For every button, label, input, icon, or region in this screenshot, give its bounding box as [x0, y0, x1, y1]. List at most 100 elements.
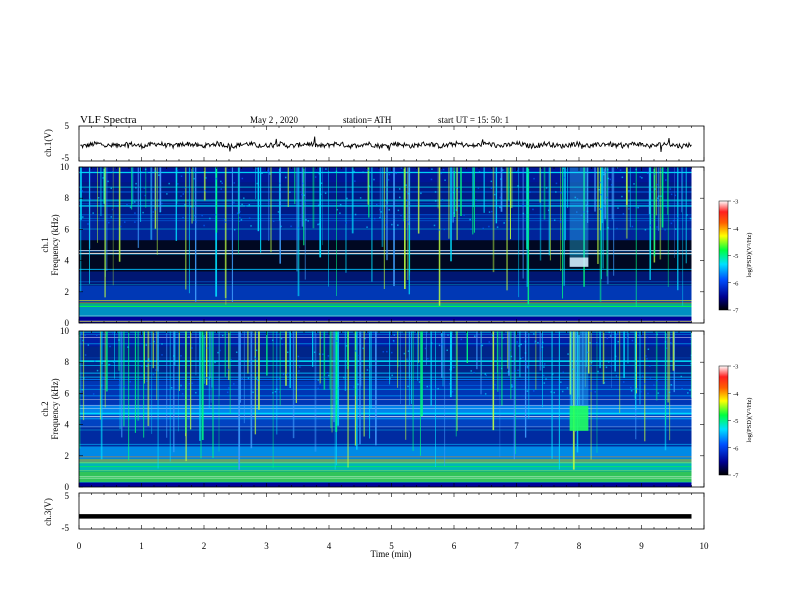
spectrogram-speckle [443, 228, 446, 231]
spectrogram-speckle [566, 387, 569, 389]
ch2-spec-ytick-label-8: 8 [65, 357, 70, 367]
spectrogram-speckle [236, 212, 239, 214]
spectrogram-speckle [214, 361, 216, 364]
spectrogram-speckle [529, 191, 531, 193]
spectrogram-speckle [635, 387, 638, 390]
spectrogram-speckle [319, 193, 322, 196]
spectrogram-speckle [314, 380, 317, 383]
spectrogram-speckle [637, 206, 639, 209]
ch1-spec-ytick-label-2: 2 [65, 287, 70, 297]
spectrogram-speckle [215, 177, 218, 180]
ch1-colorbar-tick-label--4: -4 [733, 226, 739, 233]
spectrogram-speckle [406, 358, 408, 361]
ch1-waveform-line [80, 136, 692, 152]
spectrogram-band [79, 482, 692, 487]
spectrogram-speckle [590, 390, 593, 392]
spectrogram-speckle [550, 391, 553, 393]
spectrogram-band [79, 304, 692, 317]
spectrogram-speckle [320, 336, 323, 339]
spectrogram-speckle [278, 391, 281, 393]
spectrogram-speckle [180, 195, 182, 197]
spectrogram-speckle [674, 194, 677, 197]
spectrogram-speckle [241, 177, 244, 180]
spectrogram-speckle [373, 217, 376, 220]
spectrogram-speckle [362, 347, 364, 350]
spectrogram-speckle [320, 182, 323, 185]
spectrogram-speckle [391, 374, 393, 377]
spectrogram-speckle [649, 224, 652, 227]
spectrogram-speckle [318, 353, 321, 355]
spectrogram-speckle [555, 191, 557, 193]
spectrogram-speckle [254, 357, 257, 360]
time-axis-tick-9: 9 [639, 541, 644, 551]
spectrogram-speckle [191, 347, 193, 349]
spectrogram-speckle [442, 168, 445, 171]
spectrogram-speckle [412, 331, 414, 333]
spectrogram-speckle [539, 349, 542, 352]
spectrogram-speckle [430, 342, 433, 345]
spectrogram-speckle [368, 185, 371, 187]
spectrogram-speckle [617, 340, 619, 343]
spectrogram-speckle [480, 343, 483, 346]
spectrogram-speckle [407, 350, 410, 352]
spectrogram-speckle [184, 186, 186, 189]
spectrogram-speckle [660, 195, 662, 197]
spectrogram-speckle [152, 211, 155, 213]
spectrogram-speckle [289, 191, 291, 193]
spectrogram-speckle [657, 199, 659, 202]
spectrogram-speckle [398, 196, 401, 199]
ch1-spec-ytick-label-4: 4 [65, 256, 70, 266]
spectrogram-speckle [81, 388, 84, 391]
spectrogram-speckle [209, 217, 211, 220]
spectrogram-speckle [155, 369, 157, 371]
spectrogram-speckle [304, 200, 306, 203]
spectrogram-speckle [533, 177, 535, 180]
spectrogram-speckle [657, 392, 660, 394]
spectrogram-speckle [325, 168, 327, 170]
spectrogram-speckle [670, 222, 673, 225]
ch2-spec-ytick-label-0: 0 [65, 482, 70, 492]
spectrogram-speckle [665, 179, 667, 181]
spectrogram-speckle [516, 170, 518, 172]
spectrogram-speckle [317, 387, 319, 390]
spectrogram-speckle [389, 377, 391, 380]
spectrogram-speckle [221, 334, 224, 337]
spectrogram-band [79, 446, 692, 459]
spectrogram-speckle [195, 391, 197, 394]
spectrogram-speckle [391, 351, 393, 354]
spectrogram-speckle [672, 219, 675, 222]
spectrogram-speckle [302, 182, 304, 185]
spectrogram-speckle [681, 387, 683, 390]
spectrogram-speckle [431, 168, 433, 170]
spectrogram-speckle [387, 179, 390, 181]
spectrogram-speckle [382, 350, 385, 353]
spectrogram-speckle [240, 219, 243, 221]
spectrogram-speckle [670, 193, 673, 196]
spectrogram-speckle [113, 360, 115, 363]
burst-column [569, 167, 589, 258]
spectrogram-speckle [142, 211, 144, 214]
spectrogram-speckle [646, 336, 649, 339]
spectrogram-speckle [656, 183, 658, 186]
spectrogram-speckle [187, 336, 190, 338]
spectrogram-speckle [379, 216, 381, 219]
ch1-wave-ytick-top: 5 [65, 121, 70, 131]
spectrogram-speckle [345, 345, 348, 347]
spectrogram-speckle [280, 225, 282, 228]
spectrogram-speckle [180, 175, 183, 177]
spectrogram-speckle [594, 391, 596, 393]
spectrogram-speckle [281, 343, 284, 345]
spectrogram-speckle [605, 171, 608, 173]
spectrogram-speckle [208, 377, 210, 379]
ch2-colorbar-tick-label--7: -7 [733, 473, 739, 480]
spectrogram-speckle [391, 223, 393, 226]
time-axis-tick-4: 4 [327, 541, 332, 551]
spectrogram-speckle [193, 177, 195, 180]
spectrogram-speckle [560, 381, 562, 383]
spectrogram-speckle [161, 354, 163, 356]
spectrogram-speckle [134, 212, 136, 214]
ch2-spec-ytick-label-2: 2 [65, 451, 70, 461]
ch3-wave-ylabel: ch.3(V) [43, 498, 53, 526]
spectrogram-speckle [194, 214, 196, 217]
spectrogram-speckle [228, 387, 230, 389]
